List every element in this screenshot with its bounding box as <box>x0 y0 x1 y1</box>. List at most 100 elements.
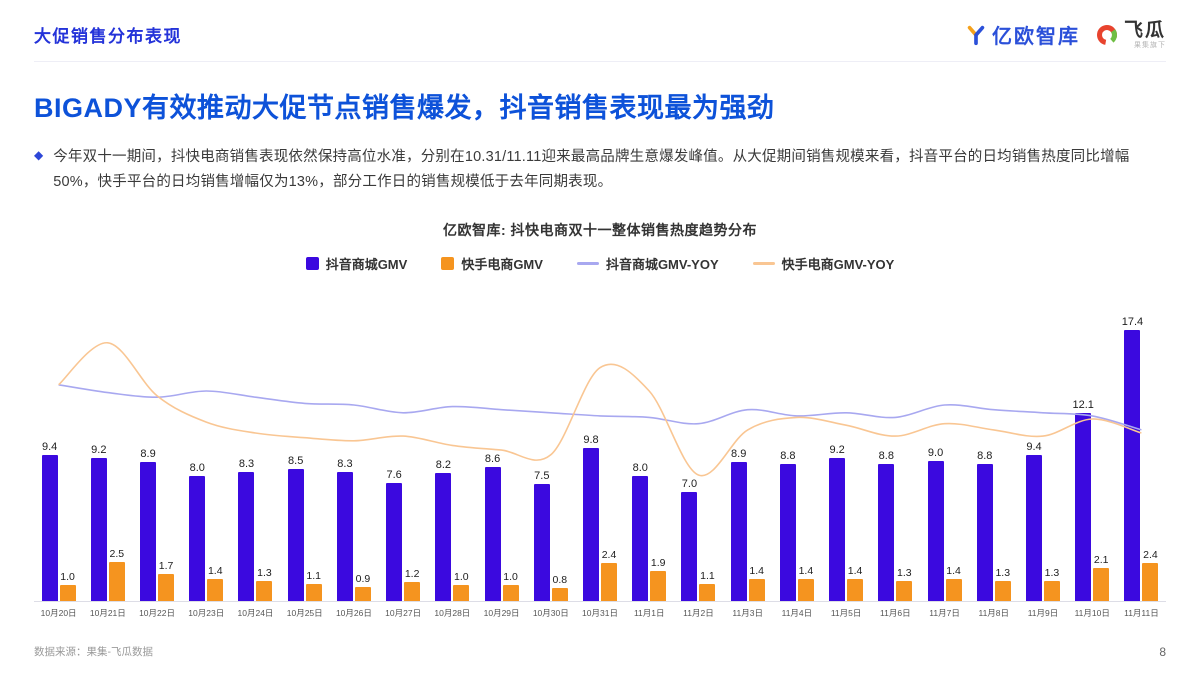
bar-value-label: 8.8 <box>780 449 796 462</box>
bar-value-label: 1.3 <box>257 566 272 579</box>
bar-value-label: 8.5 <box>288 454 304 467</box>
chart-plot: 9.4 1.0 9.2 2.5 8.9 1.7 8.0 1.4 8.3 1.3 8.5 1.1 8.3 0… <box>34 289 1166 601</box>
x-axis-label: 10月28日 <box>434 607 471 618</box>
bar-value-label: 1.3 <box>897 566 912 579</box>
bar-group: 8.8 1.3 <box>969 289 1018 601</box>
legend-item: 抖音商城GMV-YOY <box>576 254 719 273</box>
bar-value-label: 0.8 <box>552 574 568 587</box>
bar-group: 8.9 1.4 <box>723 289 772 601</box>
legend-label: 抖音商城GMV <box>325 256 408 272</box>
bar-value-label: 12.1 <box>1072 398 1094 411</box>
douyin-gmv-bar: 9.4 <box>1025 441 1042 601</box>
x-axis-label: 10月26日 <box>335 607 372 618</box>
kuaishou-gmv-bar: 1.9 <box>650 557 667 601</box>
douyin-gmv-bar: 9.8 <box>583 434 600 601</box>
bar-value-label: 1.4 <box>749 564 764 577</box>
x-axis-label: 11月3日 <box>732 607 763 618</box>
douyin-gmv-bar: 9.4 <box>41 441 58 601</box>
bar-value-label: 1.3 <box>995 566 1011 579</box>
x-axis-label: 10月29日 <box>483 607 520 618</box>
douyin-gmv-bar: 8.0 <box>189 462 206 601</box>
feigua-logo-text: 飞瓜 <box>1123 19 1166 41</box>
x-axis-label: 11月1日 <box>633 607 665 618</box>
kuaishou-gmv-bar: 2.4 <box>601 549 618 601</box>
douyin-gmv-bar: 12.1 <box>1072 399 1094 601</box>
bar-value-label: 1.0 <box>503 571 518 584</box>
bar-value-label: 9.0 <box>927 446 944 459</box>
douyin-gmv-bar: 9.2 <box>829 444 846 601</box>
bar-group: 17.4 2.4 <box>1117 289 1166 601</box>
feigua-logo-subtext: 果集旗下 <box>1134 41 1166 49</box>
bar-value-label: 2.4 <box>1143 549 1158 562</box>
douyin-gmv-bar: 8.0 <box>632 462 649 601</box>
bar-value-label: 2.5 <box>109 547 125 560</box>
x-axis-label: 11月9日 <box>1027 607 1059 618</box>
kuaishou-gmv-bar: 1.0 <box>502 571 519 601</box>
x-axis-label: 10月25日 <box>286 607 323 618</box>
x-axis-label: 11月6日 <box>880 607 911 618</box>
legend-swatch-bar-icon <box>305 256 319 270</box>
bar-group: 9.2 1.4 <box>822 289 871 601</box>
feigua-logo-textwrap: 飞瓜 果集旗下 <box>1124 21 1166 49</box>
douyin-gmv-bar: 17.4 <box>1122 316 1143 601</box>
bar-value-label: 2.4 <box>601 549 617 562</box>
x-axis-label: 11月2日 <box>683 607 714 618</box>
bar-value-label: 7.6 <box>386 468 402 481</box>
logos: 亿欧智库 飞瓜 果集旗下 <box>965 20 1166 49</box>
bar-value-label: 1.9 <box>650 557 666 570</box>
feigua-logo: 飞瓜 果集旗下 <box>1096 21 1166 49</box>
x-axis-label: 11月10日 <box>1074 607 1110 618</box>
bar-value-label: 7.0 <box>681 477 698 490</box>
bar-value-label: 8.8 <box>878 449 894 462</box>
kuaishou-gmv-bar: 1.0 <box>59 571 76 601</box>
bar-value-label: 17.4 <box>1121 316 1144 329</box>
bar-value-label: 8.0 <box>189 462 205 475</box>
x-axis-label: 10月31日 <box>582 607 618 618</box>
bar-value-label: 9.2 <box>829 443 845 456</box>
bar-value-label: 8.3 <box>238 457 255 470</box>
x-axis-label: 10月27日 <box>385 607 422 618</box>
bar-group: 8.8 1.3 <box>871 289 920 601</box>
bar-group: 7.6 1.2 <box>379 289 428 601</box>
douyin-gmv-bar: 8.6 <box>484 453 501 601</box>
kuaishou-gmv-bar: 2.1 <box>1093 554 1110 601</box>
eo-intelligence-logo: 亿欧智库 <box>965 20 1080 49</box>
legend-item: 快手电商GMV <box>441 254 543 273</box>
kuaishou-gmv-bar: 1.4 <box>945 565 962 601</box>
bar-group: 9.8 2.4 <box>575 289 624 601</box>
bar-group: 8.2 1.0 <box>428 289 477 601</box>
bar-groups: 9.4 1.0 9.2 2.5 8.9 1.7 8.0 1.4 8.3 1.3 8.5 1.1 8.3 0… <box>34 289 1166 601</box>
douyin-gmv-bar: 8.8 <box>976 450 993 601</box>
x-axis-label: 10月23日 <box>188 607 225 618</box>
bar-value-label: 1.0 <box>454 571 469 584</box>
chart-legend: 抖音商城GMV 快手电商GMV 抖音商城GMV-YOY 快手电商GMV-YOY <box>34 254 1166 273</box>
x-axis-label: 10月24日 <box>237 607 274 618</box>
page-number: 8 <box>1159 644 1166 659</box>
bar-group: 8.8 1.4 <box>772 289 821 601</box>
kuaishou-gmv-bar: 0.9 <box>354 573 371 601</box>
bar-value-label: 1.4 <box>847 564 863 577</box>
chart-title: 亿欧智库: 抖快电商双十一整体销售热度趋势分布 <box>442 221 758 238</box>
bar-group: 9.2 2.5 <box>83 289 132 601</box>
bullet-text: 今年双十一期间，抖快电商销售表现依然保持高位水准，分别在10.31/11.11迎… <box>53 149 1130 191</box>
douyin-gmv-bar: 8.8 <box>878 450 895 601</box>
bar-group: 8.9 1.7 <box>132 289 181 601</box>
legend-label: 快手电商GMV <box>461 256 543 272</box>
bar-group: 8.5 1.1 <box>280 289 329 601</box>
bar-group: 8.3 1.3 <box>231 289 280 601</box>
bar-value-label: 9.2 <box>91 443 107 456</box>
bar-value-label: 1.4 <box>946 564 961 577</box>
kuaishou-gmv-bar: 1.1 <box>305 570 322 601</box>
bar-value-label: 1.4 <box>798 564 814 577</box>
kuaishou-gmv-bar: 2.4 <box>1142 549 1159 601</box>
x-axis-labels: 10月20日 10月21日 10月22日 10月23日 10月24日 10月25日 10月2… <box>34 600 1166 619</box>
main-title: BIGADY有效推动大促节点销售爆发，抖音销售表现最为强劲 <box>34 93 775 123</box>
bar-group: 12.1 2.1 <box>1068 289 1117 601</box>
legend-swatch-line-icon <box>576 261 599 265</box>
bar-value-label: 1.4 <box>207 564 223 577</box>
legend-item: 抖音商城GMV <box>305 254 408 273</box>
douyin-gmv-bar: 8.5 <box>287 455 304 601</box>
x-axis-label: 10月21日 <box>89 607 126 618</box>
x-axis-label: 11月7日 <box>929 607 960 618</box>
